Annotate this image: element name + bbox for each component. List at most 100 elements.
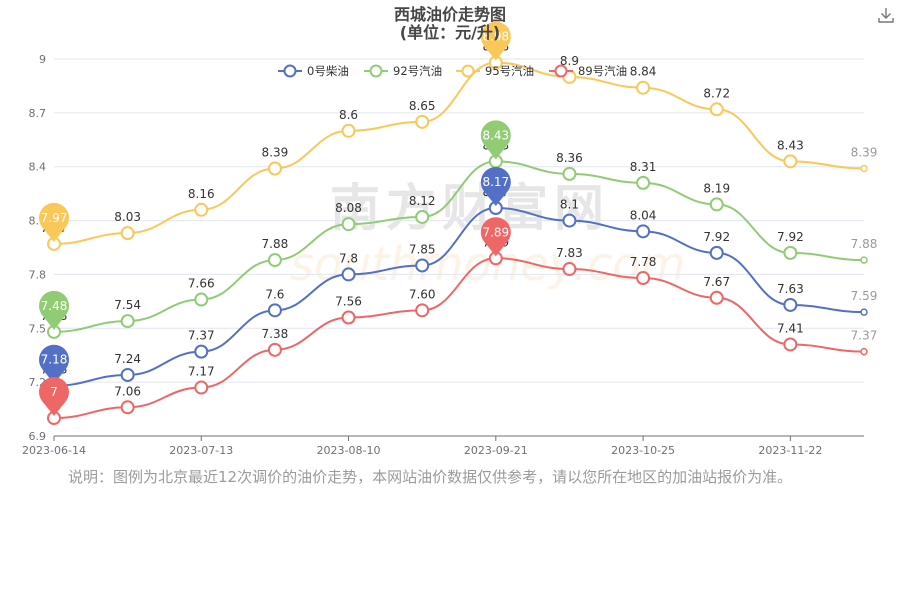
legend-symbol (283, 64, 297, 78)
data-label: 7.67 (703, 275, 730, 289)
extreme-pin: 7.97 (39, 202, 69, 242)
data-label: 8.39 (851, 146, 878, 160)
data-label: 8.72 (703, 86, 730, 100)
chart-subtitle: (单位：元/升) (400, 23, 500, 42)
data-label: 7.60 (409, 287, 436, 301)
pin-label: 7.89 (482, 225, 509, 239)
data-label: 7.8 (339, 251, 358, 265)
data-point (636, 224, 651, 239)
data-label: 7.85 (409, 242, 436, 256)
x-tick-label: 2023-07-13 (169, 444, 233, 457)
x-axis: 2023-06-14 2023-07-13 2023-08-10 2023-09-21… (22, 435, 864, 457)
data-label: 8.03 (114, 210, 141, 224)
data-point (709, 290, 724, 305)
chart-note: 说明：图例为北京最近12次调价的油价走势，本网站油价数据仅供参考，请以您所在地区… (68, 468, 793, 486)
data-label: 8.04 (630, 208, 657, 222)
data-label: 8.65 (409, 99, 436, 113)
data-point (267, 303, 282, 318)
data-label: 7.17 (188, 365, 215, 379)
x-tick-label: 2023-09-21 (464, 444, 528, 457)
data-label: 8.31 (630, 160, 657, 174)
legend-item-3[interactable]: 89号汽油 (549, 64, 627, 78)
y-tick-label: 9 (39, 53, 46, 66)
y-tick-label: 8.4 (29, 161, 47, 174)
data-label: 8.19 (703, 181, 730, 195)
legend-item-0[interactable]: 0号柴油 (278, 64, 349, 78)
data-label: 7.88 (851, 237, 878, 251)
legend[interactable]: 0号柴油 92号汽油 95号汽油 89号汽油 (278, 64, 627, 78)
data-point (783, 337, 798, 352)
data-point (562, 213, 577, 228)
data-label: 7.83 (556, 246, 583, 260)
data-point (709, 197, 724, 212)
data-point (194, 344, 209, 359)
extreme-pin: 8.98 (480, 21, 511, 61)
legend-symbol (461, 64, 475, 78)
pin-label: 7.97 (41, 211, 68, 225)
data-label: 8.43 (777, 138, 804, 152)
data-label: 7.37 (851, 329, 878, 343)
pin-label: 7 (50, 385, 58, 399)
data-point (860, 164, 868, 173)
pin-head (39, 202, 69, 233)
data-point (636, 175, 651, 190)
data-label: 8.16 (188, 187, 215, 201)
pin-label: 7.18 (41, 353, 68, 367)
data-label: 7.78 (630, 255, 657, 269)
data-point (562, 262, 577, 277)
y-tick-label: 8.7 (29, 107, 47, 120)
data-point (709, 102, 724, 117)
extreme-pin: 7.89 (480, 217, 511, 257)
extreme-pin: 7 (39, 377, 69, 417)
data-label: 7.6 (265, 287, 284, 301)
extreme-pin: 8.17 (480, 167, 511, 207)
data-point (341, 310, 356, 325)
extreme-pin: 7.48 (39, 290, 69, 330)
data-point (783, 154, 798, 169)
extreme-pin: 8.43 (480, 120, 511, 160)
legend-item-2[interactable]: 95号汽油 (456, 64, 534, 78)
pin-label: 8.98 (482, 30, 509, 44)
data-point (415, 258, 430, 273)
y-tick-label: 7.5 (29, 322, 47, 335)
pin-head (39, 344, 69, 375)
data-point (267, 161, 282, 176)
series-2: 7.978.038.168.398.68.658.988.98.848.728.… (41, 40, 878, 251)
series-3: 77.067.177.387.567.607.897.837.787.677.4… (47, 235, 878, 426)
data-point (341, 267, 356, 282)
legend-item-1[interactable]: 92号汽油 (364, 64, 442, 78)
data-point (194, 292, 209, 307)
chart-title: 西城油价走势图 (394, 5, 506, 24)
data-label: 8.6 (339, 108, 358, 122)
data-point (562, 166, 577, 181)
data-point (783, 245, 798, 260)
data-point (120, 367, 135, 382)
x-tick-label: 2023-10-25 (611, 444, 675, 457)
data-label: 8.84 (630, 65, 657, 79)
data-label: 7.56 (335, 295, 362, 309)
data-point (120, 400, 135, 415)
pin-head (480, 167, 511, 198)
data-point (341, 217, 356, 232)
data-point (267, 342, 282, 357)
pin-head (480, 21, 511, 52)
data-point (783, 297, 798, 312)
data-label: 7.92 (703, 230, 730, 244)
extreme-pin: 7.18 (39, 344, 69, 384)
extreme-markers: 8.177.188.437.488.987.977.897 (39, 21, 511, 417)
data-label: 7.37 (188, 329, 215, 343)
data-point (415, 209, 430, 224)
legend-label: 92号汽油 (393, 64, 442, 78)
pin-head (480, 217, 511, 248)
data-point (267, 253, 282, 268)
data-label: 7.38 (262, 327, 289, 341)
download-icon[interactable] (877, 6, 895, 24)
pin-label: 8.17 (482, 175, 509, 189)
data-point (194, 202, 209, 217)
data-label: 7.63 (777, 282, 804, 296)
data-point (341, 123, 356, 138)
pin-label: 7.48 (41, 299, 68, 313)
data-label: 8.9 (560, 54, 579, 68)
data-point (194, 380, 209, 395)
